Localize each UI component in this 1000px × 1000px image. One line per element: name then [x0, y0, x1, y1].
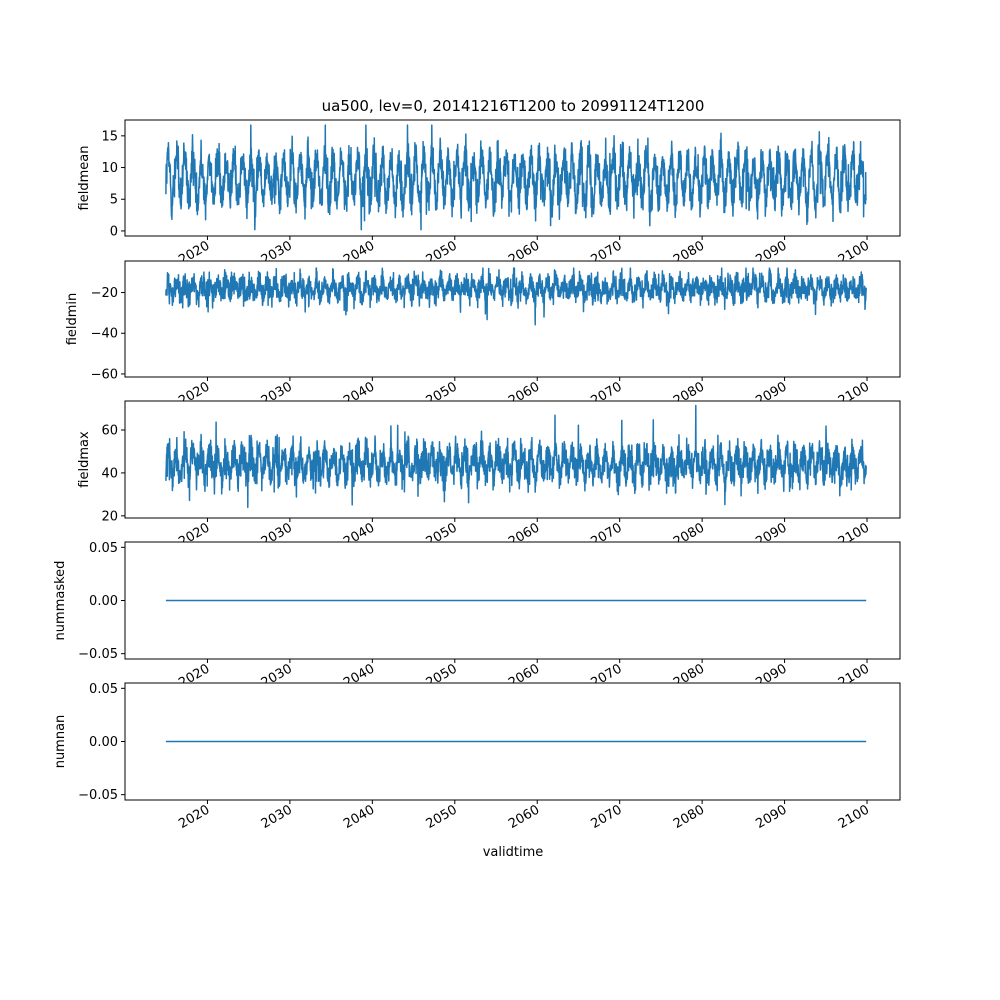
y-tick-label: 20 [101, 509, 118, 524]
x-tick-label: 2090 [753, 802, 789, 832]
x-tick-label: 2050 [424, 802, 460, 832]
y-axis-label-fieldmax: fieldmax [77, 431, 92, 488]
y-tick-label: 40 [101, 466, 118, 481]
y-tick-label: −0.05 [78, 788, 118, 803]
chart-title: ua500, lev=0, 20141216T1200 to 20991124T… [322, 97, 705, 115]
y-axis-label-fieldmean: fieldmean [77, 146, 92, 211]
series-line-fieldmin [165, 267, 867, 326]
y-tick-label: 5 [110, 193, 118, 208]
x-tick-label: 2040 [341, 802, 377, 832]
x-tick-label: 2060 [506, 802, 542, 832]
x-tick-label: 2030 [259, 802, 295, 832]
axes-frame-fieldmax [124, 400, 901, 519]
y-tick-label: 0.00 [89, 735, 118, 750]
axes-frame-fieldmin [124, 260, 901, 378]
x-axis-label: validtime [483, 845, 544, 860]
y-tick-label: −60 [91, 367, 118, 382]
axes-frame-fieldmean [124, 119, 901, 237]
x-tick-label: 2080 [671, 802, 707, 832]
y-tick-label: −20 [91, 286, 118, 301]
x-tick-label: 2100 [836, 802, 872, 832]
y-tick-label: 15 [101, 129, 118, 144]
y-tick-label: 0.00 [89, 594, 118, 609]
y-tick-label: 0.05 [89, 682, 118, 697]
y-tick-label: 10 [101, 161, 118, 176]
y-axis-label-numnan: numnan [53, 715, 68, 769]
y-tick-label: −0.05 [78, 647, 118, 662]
y-tick-label: 0 [110, 224, 118, 239]
y-axis-label-fieldmin: fieldmin [65, 293, 80, 346]
y-tick-label: 0.05 [89, 541, 118, 556]
y-axis-label-nummasked: nummasked [53, 561, 68, 641]
x-tick-label: 2070 [589, 802, 625, 832]
series-line-fieldmean [165, 124, 867, 231]
subplot-numnan: −0.05 0.00 0.05 numnan 2020 2030 2040 2050 2060 2… [53, 682, 901, 832]
y-tick-label: 60 [101, 423, 118, 438]
series-line-fieldmax [165, 404, 867, 509]
x-tick-label: 2020 [176, 802, 212, 832]
y-tick-label: −40 [91, 327, 118, 342]
